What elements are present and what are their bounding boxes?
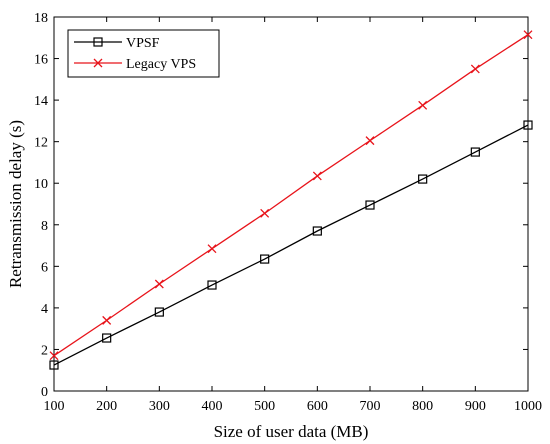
- data-point-vpsf: [260, 254, 270, 264]
- series-layer: [49, 30, 533, 370]
- data-point-vpsf: [312, 226, 322, 236]
- plot-frame: [53, 16, 529, 392]
- x-tick-label: 100: [44, 399, 65, 414]
- data-point-legacy-vps: [365, 136, 375, 146]
- x-tick-label: 500: [254, 399, 275, 414]
- plot-area: 100 200 300 400 500 600 700 800 900 1000 02468101…: [34, 11, 542, 414]
- data-point-vpsf: [470, 147, 480, 157]
- y-tick-label: 16: [34, 53, 48, 68]
- data-point-vpsf: [49, 360, 59, 370]
- x-tick-label: 400: [202, 399, 223, 414]
- data-point-vpsf: [523, 120, 533, 130]
- y-axis-label: Retransmission delay (s): [6, 120, 25, 288]
- y-axis: 0 2 4 6 8 10 12 14 16 18: [34, 11, 528, 400]
- legend-marker-legacy-vps: [93, 58, 103, 68]
- x-tick-label: 600: [307, 399, 328, 414]
- series-line-legacy-vps: [53, 34, 529, 357]
- data-point-legacy-vps: [154, 279, 164, 289]
- x-axis: 100 200 300 400 500 600 700 800 900 1000: [44, 17, 542, 414]
- data-point-legacy-vps: [207, 244, 217, 254]
- y-tick-label: 10: [34, 177, 48, 192]
- x-tick-label: 900: [465, 399, 486, 414]
- data-point-legacy-vps: [418, 100, 428, 110]
- y-tick-label: 14: [34, 94, 48, 109]
- y-tick-label: 0: [41, 385, 48, 400]
- x-tick-label: 300: [149, 399, 170, 414]
- legend-box: [67, 29, 220, 78]
- x-tick-label: 700: [360, 399, 381, 414]
- data-point-legacy-vps: [49, 351, 59, 361]
- legend-label-legacy-vps: Legacy VPS: [126, 57, 196, 72]
- y-tick-label: 2: [41, 343, 48, 358]
- data-point-legacy-vps: [523, 30, 533, 40]
- y-tick-label: 18: [34, 11, 48, 26]
- x-tick-label: 1000: [514, 399, 542, 414]
- y-tick-label: 12: [34, 136, 48, 151]
- legend-marker-vpsf: [93, 37, 103, 47]
- data-point-vpsf: [102, 333, 112, 343]
- x-tick-label: 200: [96, 399, 117, 414]
- x-axis-label: Size of user data (MB): [214, 422, 369, 441]
- data-point-legacy-vps: [470, 64, 480, 74]
- data-point-vpsf: [207, 280, 217, 290]
- legend-label-vpsf: VPSF: [126, 36, 160, 51]
- y-tick-label: 4: [41, 302, 48, 317]
- y-tick-label: 6: [41, 260, 48, 275]
- y-tick-label: 8: [41, 219, 48, 234]
- data-point-legacy-vps: [312, 171, 322, 181]
- data-point-vpsf: [418, 174, 428, 184]
- data-point-legacy-vps: [102, 315, 112, 325]
- data-point-legacy-vps: [260, 208, 270, 218]
- data-point-vpsf: [365, 200, 375, 210]
- data-point-vpsf: [154, 307, 164, 317]
- series-line-vpsf: [53, 124, 529, 366]
- legend: VPSF Legacy VPS: [67, 29, 220, 78]
- x-tick-label: 800: [412, 399, 433, 414]
